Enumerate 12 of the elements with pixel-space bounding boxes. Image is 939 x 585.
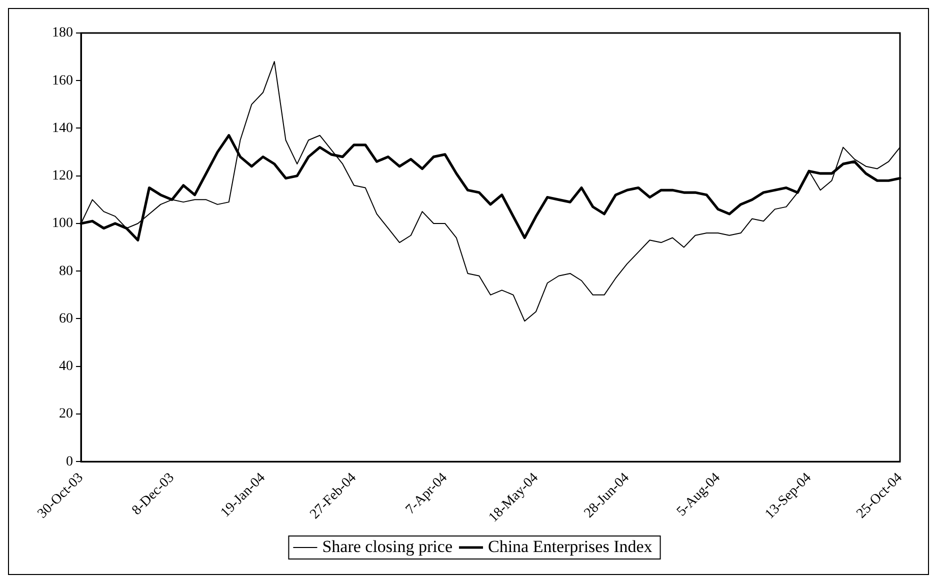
y-tick-label: 100 xyxy=(52,216,73,232)
y-tick-label: 20 xyxy=(59,406,73,422)
y-tick-label: 160 xyxy=(52,73,73,88)
y-tick-label: 0 xyxy=(66,454,73,470)
legend-label: China Enterprises Index xyxy=(488,536,653,556)
y-tick-label: 80 xyxy=(59,264,73,279)
y-tick-label: 120 xyxy=(52,168,73,184)
y-tick-label: 140 xyxy=(52,120,73,136)
y-tick-label: 60 xyxy=(59,311,73,326)
y-tick-label: 40 xyxy=(59,359,73,374)
y-tick-label: 180 xyxy=(52,26,73,41)
legend-label: Share closing price xyxy=(322,536,453,556)
